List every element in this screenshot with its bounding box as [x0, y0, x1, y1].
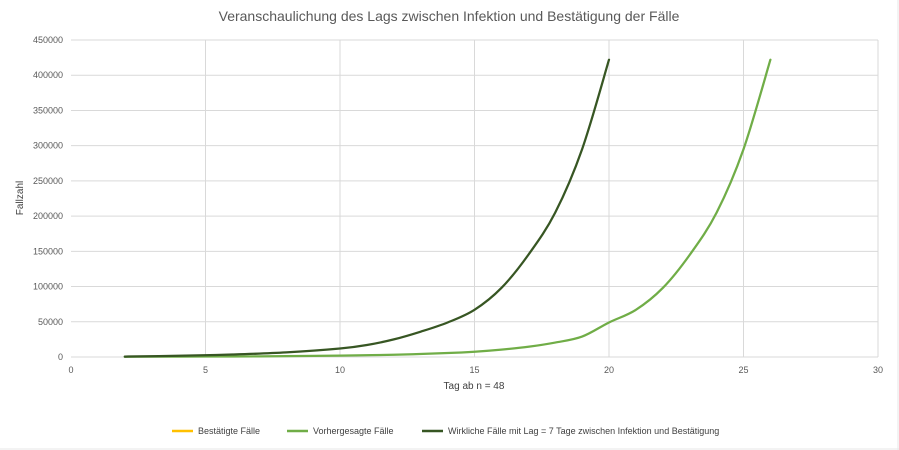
x-axis-ticks: 0 5 10 15 20 25 30: [68, 365, 883, 375]
series-line-vorhergesagte: [123, 58, 772, 358]
y-tick-label: 50000: [38, 317, 63, 327]
y-tick-label: 100000: [33, 282, 63, 292]
y-tick-label: 350000: [33, 105, 63, 115]
x-tick-label: 15: [469, 365, 479, 375]
x-tick-label: 30: [873, 365, 883, 375]
legend-label-bestaetigte: Bestätigte Fälle: [198, 426, 260, 436]
y-tick-label: 0: [58, 352, 63, 362]
legend-label-wirkliche: Wirkliche Fälle mit Lag = 7 Tage zwische…: [448, 426, 719, 436]
series-line-wirkliche: [123, 58, 611, 358]
y-tick-label: 150000: [33, 246, 63, 256]
y-axis-ticks: 0 50000 100000 150000 200000 250000 300000 3500…: [33, 35, 63, 362]
y-tick-label: 250000: [33, 176, 63, 186]
x-tick-label: 10: [335, 365, 345, 375]
x-tick-label: 5: [203, 365, 208, 375]
y-tick-label: 400000: [33, 70, 63, 80]
chart-title: Veranschaulichung des Lags zwischen Infe…: [219, 8, 680, 24]
x-tick-label: 25: [738, 365, 748, 375]
series-lines: [123, 58, 772, 358]
x-tick-label: 20: [604, 365, 614, 375]
y-tick-label: 450000: [33, 35, 63, 45]
x-tick-label: 0: [68, 365, 73, 375]
legend: Bestätigte Fälle Vorhergesagte Fälle Wir…: [172, 426, 719, 436]
y-tick-label: 300000: [33, 141, 63, 151]
y-axis-title: Fallzahl: [15, 181, 26, 215]
legend-label-vorhergesagte: Vorhergesagte Fälle: [313, 426, 394, 436]
y-tick-label: 200000: [33, 211, 63, 221]
x-axis-title: Tag ab n = 48: [444, 381, 505, 392]
